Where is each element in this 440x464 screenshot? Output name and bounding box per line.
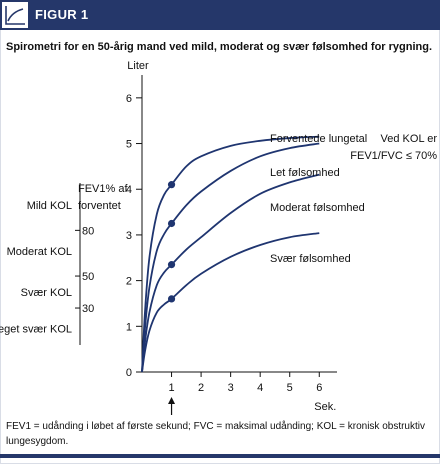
figure-title: FIGUR 1 <box>35 7 89 22</box>
series-line-3 <box>141 173 320 373</box>
x-axis-title: Sek. <box>314 401 336 413</box>
x-tick-label: 6 <box>316 382 322 394</box>
series-line-1 <box>141 135 320 373</box>
figure-caption: Spirometri for en 50-årig mand ved mild,… <box>6 41 433 53</box>
figure-header: FIGUR 1 <box>0 0 440 30</box>
y-axis-title: Liter <box>127 60 149 72</box>
series-label: Forventede lungetal <box>270 133 367 145</box>
kol-note-line: FEV1/FVC ≤ 70% <box>350 150 437 162</box>
arrow-head <box>168 397 176 404</box>
fev1-marker <box>167 261 176 269</box>
y-tick-label: 5 <box>126 139 132 151</box>
kol-category-label: Svær KOL <box>21 287 72 299</box>
x-tick-label: 3 <box>228 382 234 394</box>
kol-category-label: Moderat KOL <box>7 246 72 258</box>
fev1-marker <box>167 181 176 189</box>
footnote: FEV1 = udånding i løbet af første sekund… <box>6 421 425 447</box>
kol-category-label: Mild KOL <box>27 200 72 212</box>
bottom-rule <box>0 454 440 458</box>
y-tick-label: 3 <box>126 230 132 242</box>
x-tick-label: 2 <box>198 382 204 394</box>
x-tick-label: 1 <box>168 382 174 394</box>
y-tick-label: 4 <box>126 184 132 196</box>
series-label: Let følsomhed <box>270 167 340 179</box>
line-chart-icon <box>2 2 28 28</box>
y-tick-label: 1 <box>126 321 132 333</box>
series-line-4 <box>141 232 320 373</box>
fev1-scale-title: forventet <box>78 200 121 212</box>
fev1-tick-label: 50 <box>82 271 94 283</box>
axes: 0 1 2 3 4 5 6 1 2 3 4 5 6 Liter Sek. <box>126 60 337 415</box>
fev1-scale-title: FEV1% af <box>78 183 128 195</box>
series-label: Moderat følsomhed <box>270 202 365 214</box>
series-lines <box>141 135 320 373</box>
fev1-scale: FEV1% af forventet 80 50 30 Mild KOL Moderat K… <box>0 183 128 345</box>
kol-category-label: Meget svær KOL <box>0 324 72 336</box>
chart-labels: Forventede lungetal Let følsomhed Moderat … <box>270 133 437 265</box>
y-tick-label: 0 <box>126 367 132 379</box>
fev1-tick-label: 80 <box>82 225 94 237</box>
y-tick-label: 6 <box>126 93 132 105</box>
kol-note-line: Ved KOL er <box>381 133 438 145</box>
fev1-marker <box>167 219 176 228</box>
series-label: Svær følsomhed <box>270 253 351 265</box>
x-tick-label: 5 <box>287 382 293 394</box>
fev1-marker <box>167 295 176 303</box>
y-tick-label: 2 <box>126 276 132 288</box>
x-tick-label: 4 <box>257 382 263 394</box>
series-line-2 <box>141 142 320 373</box>
fev1-markers <box>167 181 176 303</box>
fev1-tick-label: 30 <box>82 303 94 315</box>
